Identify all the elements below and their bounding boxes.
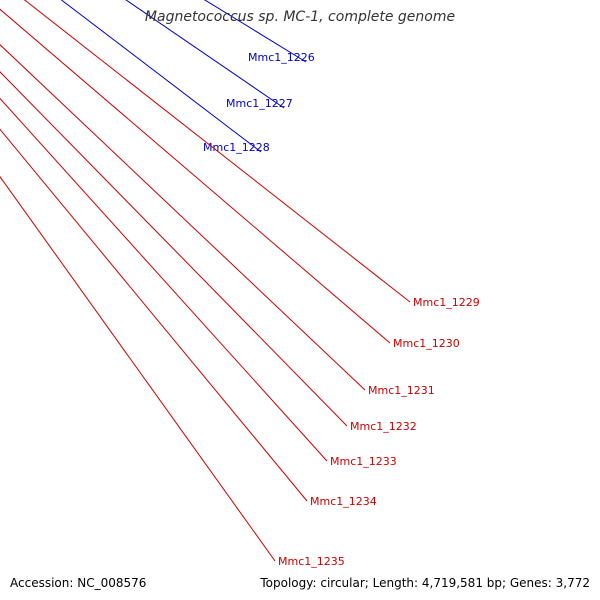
map-title: Magnetococcus sp. MC-1, complete genome: [144, 9, 456, 25]
label-leader: [0, 97, 328, 462]
gene-label-reverse: Mmc1_1230: [393, 337, 460, 350]
gene-label-forward: Mmc1_1227: [226, 97, 293, 110]
label-leader: [0, 8, 391, 344]
label-leader: [23, 0, 411, 303]
gene-label-reverse: Mmc1_1234: [310, 495, 377, 508]
label-leader: [0, 128, 308, 502]
gene-label-forward: Mmc1_1226: [248, 51, 315, 64]
accession-label: Accession: NC_008576: [8, 576, 149, 590]
topology-summary: Topology: circular; Length: 4,719,581 bp…: [258, 576, 592, 590]
label-leader: [125, 0, 285, 109]
label-leader: [0, 44, 366, 391]
gene-label-reverse: Mmc1_1229: [413, 296, 480, 309]
gene-label-reverse: Mmc1_1235: [278, 555, 345, 568]
gene-label-reverse: Mmc1_1233: [330, 455, 397, 468]
label-leader: [0, 71, 348, 427]
label-leader: [60, 0, 262, 153]
gene-label-reverse: Mmc1_1232: [350, 420, 417, 433]
gene-label-forward: Mmc1_1228: [203, 141, 270, 154]
gene-label-reverse: Mmc1_1231: [368, 384, 435, 397]
label-leader: [0, 175, 276, 562]
gene-labels: Mmc1_1226 Mmc1_1227 Mmc1_1228 Mmc1_1229 Mmc1…: [0, 0, 480, 568]
